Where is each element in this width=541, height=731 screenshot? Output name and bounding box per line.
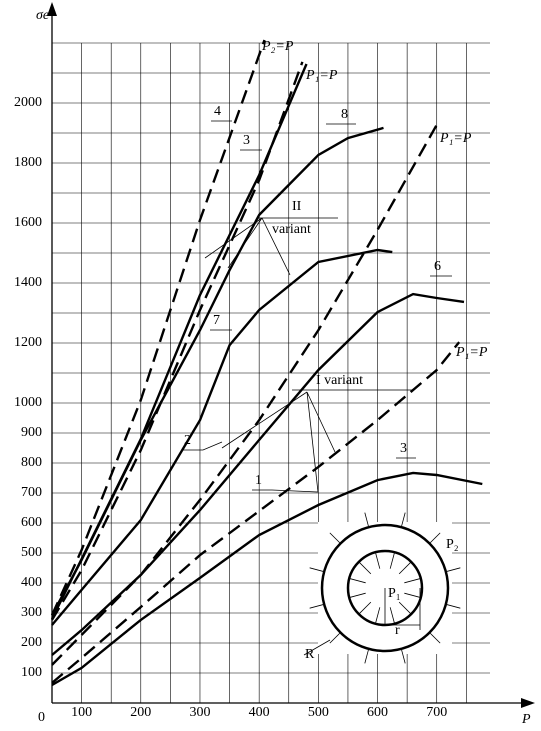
annotation: variant xyxy=(272,222,311,237)
leaders xyxy=(182,120,452,493)
y-tick-label: 300 xyxy=(21,605,42,620)
inset-label: R xyxy=(305,647,315,662)
annotation: 4 xyxy=(214,104,221,119)
pressure-arrow xyxy=(350,592,366,598)
annotation: P₂=P xyxy=(261,39,294,54)
y-tick-label: 1800 xyxy=(14,155,42,170)
y-axis-label: σe xyxy=(36,8,49,23)
y-arrow xyxy=(47,2,57,16)
x-axis-label: P xyxy=(521,712,531,727)
x-tick-label: 400 xyxy=(249,705,270,720)
annotation: 2 xyxy=(184,433,191,448)
y-tick-label: 500 xyxy=(21,545,42,560)
x-tick-label: 300 xyxy=(189,705,210,720)
curves xyxy=(50,39,483,687)
y-tick-label: 900 xyxy=(21,425,42,440)
curve xyxy=(50,63,308,620)
x-tick-label: 700 xyxy=(426,705,447,720)
x-arrow xyxy=(521,698,535,708)
pressure-arrow xyxy=(389,607,395,623)
ring-inset xyxy=(303,512,461,664)
annotation: P₁=P xyxy=(305,68,338,83)
pressure-arrow xyxy=(309,567,324,572)
y-tick-label: 1600 xyxy=(14,215,42,230)
dashed-curve xyxy=(50,39,266,616)
y-tick-label: 700 xyxy=(21,485,42,500)
x-tick-label: 500 xyxy=(308,705,329,720)
y-tick-label: 200 xyxy=(21,635,42,650)
annotation: II xyxy=(292,199,302,214)
dashed-curve xyxy=(51,341,461,684)
y-tick-label: 2000 xyxy=(14,95,42,110)
curve xyxy=(51,471,483,687)
y-tick-label: 600 xyxy=(21,515,42,530)
pressure-arrow xyxy=(429,532,441,544)
dashed-curve xyxy=(50,61,304,621)
pressure-arrow xyxy=(429,632,441,644)
y-tick-label: 100 xyxy=(21,665,42,680)
curve xyxy=(51,248,393,626)
x-tick-label: 100 xyxy=(71,705,92,720)
pressure-arrow xyxy=(404,578,420,584)
pressure-arrow xyxy=(401,512,406,527)
pressure-arrow xyxy=(446,604,461,609)
inset-label: P₂ xyxy=(446,537,459,552)
inset-label: P₁ xyxy=(388,586,401,601)
y-tick-label: 1400 xyxy=(14,275,42,290)
pressure-arrow xyxy=(350,578,366,584)
pressure-arrow xyxy=(329,532,341,544)
pressure-arrow xyxy=(375,553,381,569)
curve xyxy=(51,292,465,656)
x-tick-label: 600 xyxy=(367,705,388,720)
y-tick-label: 800 xyxy=(21,455,42,470)
inset-label: r xyxy=(395,623,400,638)
pressure-arrow xyxy=(446,567,461,572)
y-tick-label: 1000 xyxy=(14,395,42,410)
pressure-arrow xyxy=(398,562,411,575)
annotation: 3 xyxy=(400,441,407,456)
annotation: 8 xyxy=(341,107,348,122)
pressure-arrow xyxy=(359,562,372,575)
pressure-arrow xyxy=(401,649,406,664)
dashed-curve xyxy=(51,124,438,666)
annotation: 3 xyxy=(243,133,250,148)
annotation: 6 xyxy=(434,259,441,274)
pressure-arrow xyxy=(359,601,372,614)
annotation: 7 xyxy=(213,313,220,328)
pressure-arrow xyxy=(404,592,420,598)
y-tick-label: 400 xyxy=(21,575,42,590)
annotation: P₁=P xyxy=(455,345,488,360)
pressure-arrow xyxy=(309,604,324,609)
pressure-arrow xyxy=(375,607,381,623)
pressure-arrow xyxy=(329,632,341,644)
annotation: P₁=P xyxy=(439,131,472,146)
y-tick-label: 1200 xyxy=(14,335,42,350)
pressure-arrow xyxy=(389,553,395,569)
annotations: 1 2 3 4 3 6 7 8 II variant I variant P₂=… xyxy=(184,39,488,488)
annotation: 1 xyxy=(255,473,262,488)
annotation: I variant xyxy=(316,373,363,388)
pressure-arrow xyxy=(364,649,369,664)
pressure-arrow xyxy=(364,512,369,527)
x-tick-label: 200 xyxy=(130,705,151,720)
origin-label: 0 xyxy=(38,710,45,725)
pressure-arrow xyxy=(398,601,411,614)
axes xyxy=(51,8,528,704)
